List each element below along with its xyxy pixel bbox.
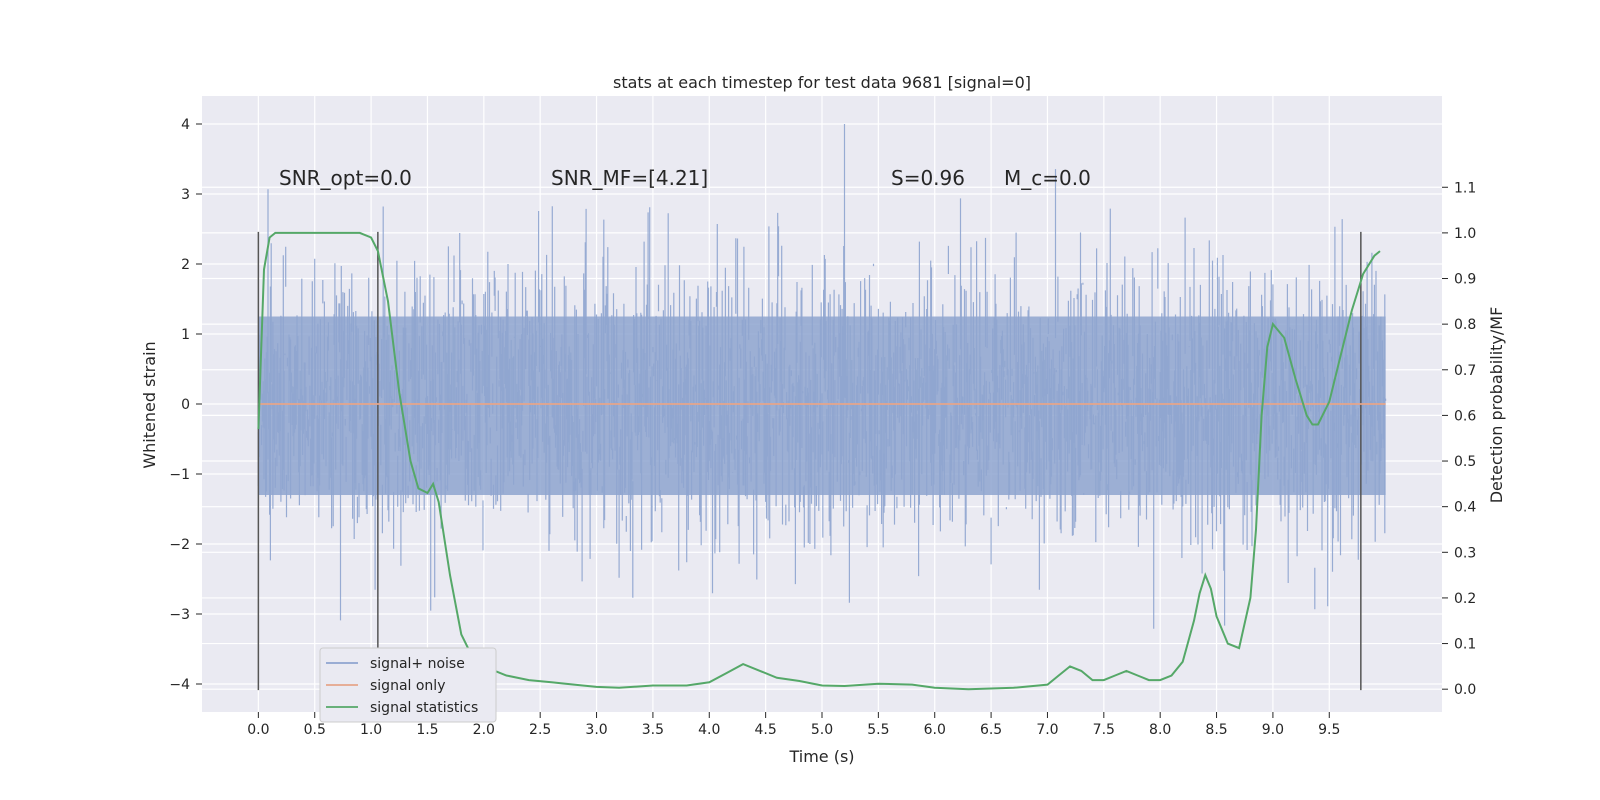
x-tick-label: 3.5 [642, 722, 664, 738]
series-signal-statistics [257, 231, 1381, 691]
y-tick-label: −3 [169, 607, 190, 623]
x-tick-label: 1.0 [360, 722, 382, 738]
x-tick-label: 2.5 [529, 722, 551, 738]
x-tick-label: 6.5 [980, 722, 1002, 738]
x-tick-label: 5.5 [867, 722, 889, 738]
x-tick-label: 7.5 [1093, 722, 1115, 738]
x-tick-label: 5.0 [811, 722, 833, 738]
x-tick-label: 1.5 [416, 722, 438, 738]
x-tick-label: 0.5 [304, 722, 326, 738]
y2-tick-label: 0.7 [1454, 363, 1476, 379]
legend: signal+ noise signal only signal statist… [319, 647, 497, 723]
x-tick-label: 7.0 [1036, 722, 1058, 738]
y2-tick-label: 0.8 [1454, 317, 1476, 333]
y2-tick-label: 0.4 [1454, 500, 1476, 516]
noise-core [258, 316, 1386, 495]
y2-tick-label: 0.3 [1454, 545, 1476, 561]
chart-title: stats at each timestep for test data 968… [613, 73, 1031, 92]
annotation-snr-mf: SNR_MF=[4.21] [551, 166, 708, 190]
y-tick-label: −1 [169, 467, 190, 483]
x-tick-label: 9.5 [1318, 722, 1340, 738]
y-tick-label: 2 [181, 257, 190, 273]
y-axis-ticks: 4 3 2 1 0 −1 −2 −3 −4 [169, 117, 202, 693]
x-tick-label: 9.0 [1262, 722, 1284, 738]
vertical-markers [257, 231, 1362, 691]
legend-label-signal: signal only [370, 678, 445, 694]
y-tick-label: 1 [181, 327, 190, 343]
x-tick-label: 8.0 [1149, 722, 1171, 738]
y2-tick-label: 0.0 [1454, 682, 1476, 698]
y2-tick-label: 1.1 [1454, 180, 1476, 196]
y2-axis-title: Detection probability/MF [1487, 307, 1506, 504]
y-tick-label: 0 [181, 397, 190, 413]
x-tick-label: 8.5 [1205, 722, 1227, 738]
legend-box [319, 647, 497, 723]
series-signal-noise [257, 124, 1387, 629]
y2-tick-label: 1.0 [1454, 226, 1476, 242]
x-tick-label: 4.5 [755, 722, 777, 738]
x-axis-title: Time (s) [788, 747, 854, 766]
x-tick-label: 2.0 [473, 722, 495, 738]
y2-tick-label: 0.5 [1454, 454, 1476, 470]
x-tick-label: 4.0 [698, 722, 720, 738]
x-tick-label: 3.0 [585, 722, 607, 738]
y-tick-label: −2 [169, 537, 190, 553]
y-axis-title: Whitened strain [140, 341, 159, 468]
legend-label-stats: signal statistics [370, 700, 478, 716]
legend-label-noise: signal+ noise [370, 656, 465, 672]
x-axis-ticks: 0.0 0.5 1.0 1.5 2.0 2.5 3.0 3.5 4.0 4.5 5.0 5.5 6.0 6… [247, 712, 1340, 738]
signal-statistics-line [257, 231, 1381, 691]
y2-tick-label: 0.6 [1454, 408, 1476, 424]
x-tick-label: 0.0 [247, 722, 269, 738]
y2-tick-label: 0.9 [1454, 272, 1476, 288]
annotation-mc: M_c=0.0 [1004, 166, 1091, 190]
y-tick-label: 3 [181, 187, 190, 203]
y2-axis-ticks: 1.1 1.0 0.9 0.8 0.7 0.6 0.5 0.4 0.3 0.2 0.1 0.0 [1442, 180, 1476, 698]
y-tick-label: −4 [169, 677, 190, 693]
x-tick-label: 6.0 [924, 722, 946, 738]
annotation-snr-opt: SNR_opt=0.0 [279, 166, 412, 190]
y2-tick-label: 0.2 [1454, 591, 1476, 607]
annotation-s: S=0.96 [891, 166, 965, 190]
y-tick-label: 4 [181, 117, 190, 133]
y2-tick-label: 0.1 [1454, 637, 1476, 653]
